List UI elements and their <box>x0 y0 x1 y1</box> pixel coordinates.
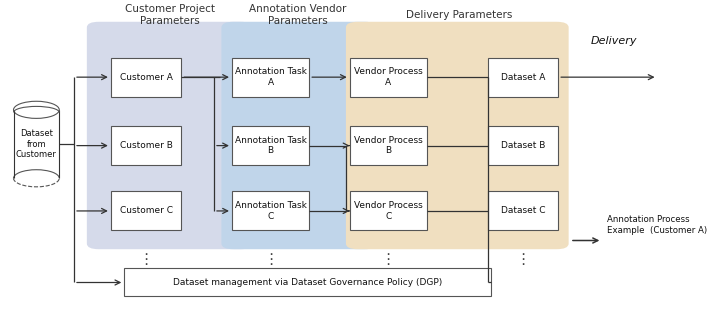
Text: Vendor Process
C: Vendor Process C <box>354 201 423 220</box>
Text: ⋮: ⋮ <box>263 252 278 267</box>
Text: Customer C: Customer C <box>120 206 173 215</box>
Text: Annotation Task
A: Annotation Task A <box>235 67 307 87</box>
Text: Delivery Parameters: Delivery Parameters <box>406 10 512 20</box>
FancyBboxPatch shape <box>232 58 309 97</box>
Text: Customer A: Customer A <box>120 73 173 82</box>
Text: Annotation Process
Example  (Customer A): Annotation Process Example (Customer A) <box>607 215 707 235</box>
FancyBboxPatch shape <box>350 58 427 97</box>
FancyBboxPatch shape <box>124 268 491 296</box>
Text: Vendor Process
A: Vendor Process A <box>354 67 423 87</box>
Text: Annotation Vendor
Parameters: Annotation Vendor Parameters <box>249 4 346 26</box>
Text: Dataset management via Dataset Governance Policy (DGP): Dataset management via Dataset Governanc… <box>173 278 442 287</box>
FancyBboxPatch shape <box>487 126 558 165</box>
FancyBboxPatch shape <box>350 192 427 230</box>
Text: Customer Project
Parameters: Customer Project Parameters <box>125 4 215 26</box>
Text: Dataset
from
Customer: Dataset from Customer <box>16 129 57 159</box>
Text: ⋮: ⋮ <box>138 252 153 267</box>
Text: Dataset A: Dataset A <box>500 73 545 82</box>
Text: Dataset B: Dataset B <box>500 141 545 150</box>
Text: Dataset C: Dataset C <box>500 206 545 215</box>
Text: Vendor Process
B: Vendor Process B <box>354 136 423 155</box>
FancyBboxPatch shape <box>111 58 181 97</box>
FancyBboxPatch shape <box>346 22 569 249</box>
FancyBboxPatch shape <box>350 126 427 165</box>
FancyBboxPatch shape <box>232 192 309 230</box>
FancyBboxPatch shape <box>487 192 558 230</box>
FancyBboxPatch shape <box>111 126 181 165</box>
FancyBboxPatch shape <box>87 22 253 249</box>
Ellipse shape <box>14 101 59 118</box>
Text: Customer B: Customer B <box>120 141 173 150</box>
Text: Annotation Task
C: Annotation Task C <box>235 201 307 220</box>
Text: Annotation Task
B: Annotation Task B <box>235 136 307 155</box>
FancyBboxPatch shape <box>487 58 558 97</box>
FancyBboxPatch shape <box>111 192 181 230</box>
FancyBboxPatch shape <box>222 22 377 249</box>
Text: ⋮: ⋮ <box>516 252 531 267</box>
Text: ⋮: ⋮ <box>381 252 396 267</box>
Text: Delivery: Delivery <box>590 36 637 46</box>
FancyBboxPatch shape <box>232 126 309 165</box>
